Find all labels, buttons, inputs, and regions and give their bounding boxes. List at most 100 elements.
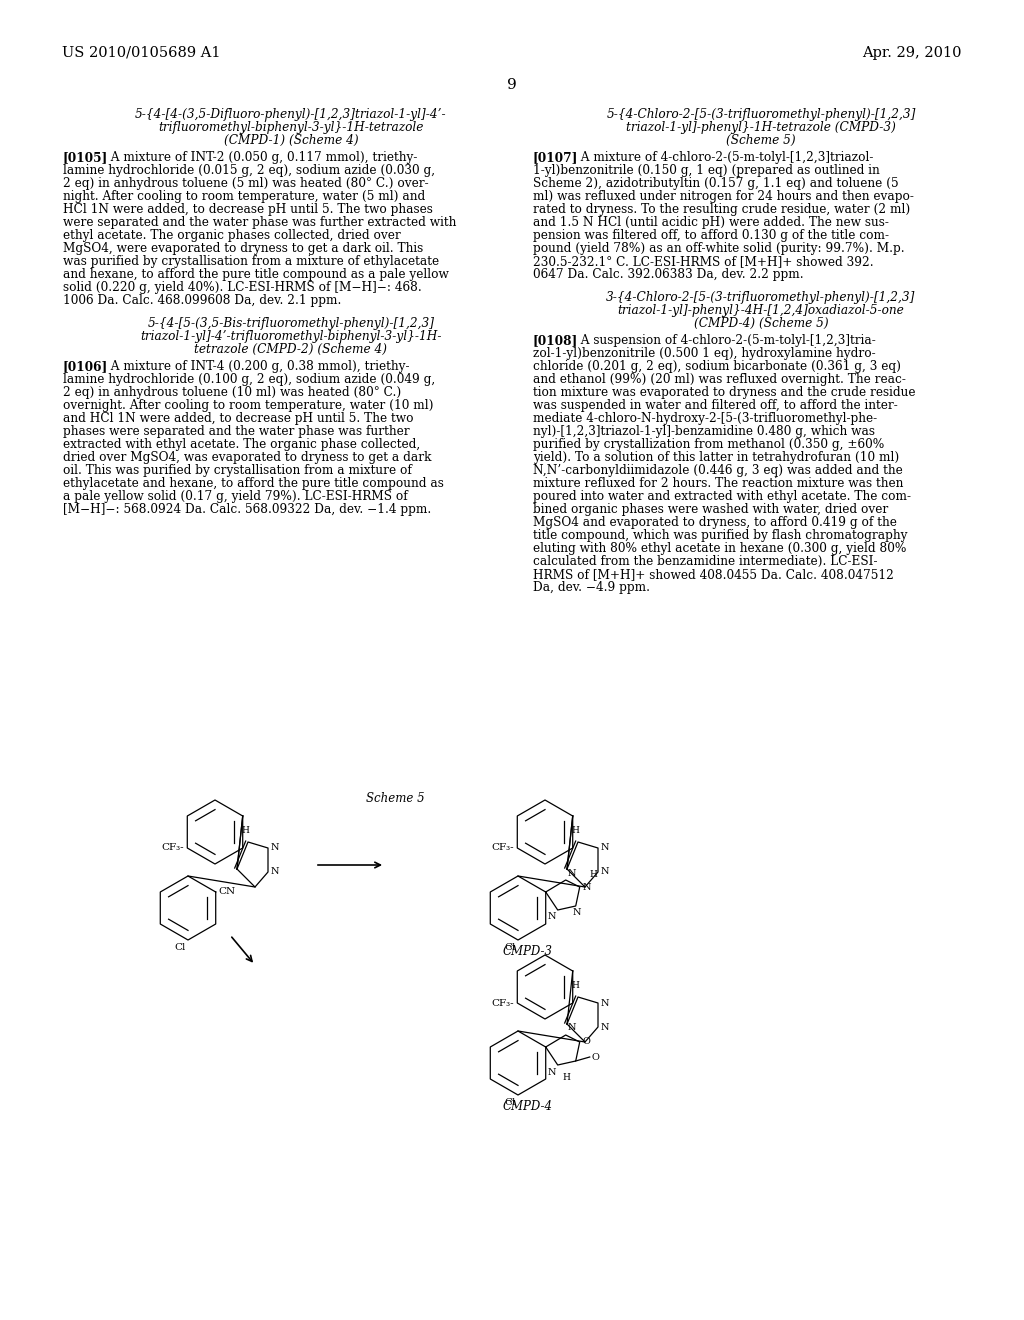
Text: N: N: [547, 1068, 556, 1077]
Text: [0106]: [0106]: [63, 360, 109, 374]
Text: triazol-1-yl]-4’-trifluoromethyl-biphenyl-3-yl}-1H-: triazol-1-yl]-4’-trifluoromethyl-bipheny…: [140, 330, 441, 343]
Text: CF₃-: CF₃-: [162, 843, 184, 853]
Text: CN: CN: [219, 887, 236, 896]
Text: oil. This was purified by crystallisation from a mixture of: oil. This was purified by crystallisatio…: [63, 465, 412, 477]
Text: Da, dev. −4.9 ppm.: Da, dev. −4.9 ppm.: [534, 581, 650, 594]
Text: HCl 1N were added, to decrease pH until 5. The two phases: HCl 1N were added, to decrease pH until …: [63, 203, 433, 216]
Text: pension was filtered off, to afford 0.130 g of the title com-: pension was filtered off, to afford 0.13…: [534, 228, 889, 242]
Text: CMPD-4: CMPD-4: [503, 1100, 553, 1113]
Text: Apr. 29, 2010: Apr. 29, 2010: [862, 46, 962, 59]
Text: Scheme 5: Scheme 5: [366, 792, 424, 805]
Text: H: H: [590, 870, 598, 879]
Text: yield). To a solution of this latter in tetrahydrofuran (10 ml): yield). To a solution of this latter in …: [534, 451, 899, 465]
Text: was suspended in water and filtered off, to afford the inter-: was suspended in water and filtered off,…: [534, 399, 898, 412]
Text: N: N: [547, 912, 556, 921]
Text: Cl: Cl: [175, 942, 186, 952]
Text: [0107]: [0107]: [534, 150, 579, 164]
Text: N: N: [572, 908, 581, 917]
Text: was purified by crystallisation from a mixture of ethylacetate: was purified by crystallisation from a m…: [63, 255, 439, 268]
Text: 9: 9: [507, 78, 517, 92]
Text: a pale yellow solid (0.17 g, yield 79%). LC-ESI-HRMS of: a pale yellow solid (0.17 g, yield 79%).…: [63, 490, 408, 503]
Text: A mixture of INT-2 (0.050 g, 0.117 mmol), triethy-: A mixture of INT-2 (0.050 g, 0.117 mmol)…: [103, 150, 418, 164]
Text: (Scheme 5): (Scheme 5): [726, 135, 796, 147]
Text: H: H: [241, 826, 249, 836]
Text: A suspension of 4-chloro-2-(5-m-tolyl-[1,2,3]tria-: A suspension of 4-chloro-2-(5-m-tolyl-[1…: [573, 334, 876, 347]
Text: title compound, which was purified by flash chromatography: title compound, which was purified by fl…: [534, 529, 907, 543]
Text: O: O: [583, 1038, 591, 1047]
Text: N: N: [601, 843, 609, 853]
Text: N: N: [601, 867, 609, 876]
Text: and hexane, to afford the pure title compound as a pale yellow: and hexane, to afford the pure title com…: [63, 268, 449, 281]
Text: N: N: [271, 843, 280, 853]
Text: triazol-1-yl]-phenyl}-1H-tetrazole (CMPD-3): triazol-1-yl]-phenyl}-1H-tetrazole (CMPD…: [626, 121, 896, 135]
Text: N: N: [601, 1023, 609, 1031]
Text: tetrazole (CMPD-2) (Scheme 4): tetrazole (CMPD-2) (Scheme 4): [195, 343, 387, 356]
Text: 5-{4-[4-(3,5-Difluoro-phenyl)-[1,2,3]triazol-1-yl]-4’-: 5-{4-[4-(3,5-Difluoro-phenyl)-[1,2,3]tri…: [135, 108, 446, 121]
Text: bined organic phases were washed with water, dried over: bined organic phases were washed with wa…: [534, 503, 888, 516]
Text: N: N: [567, 1023, 577, 1032]
Text: HRMS of [M+H]+ showed 408.0455 Da. Calc. 408.047512: HRMS of [M+H]+ showed 408.0455 Da. Calc.…: [534, 568, 894, 581]
Text: lamine hydrochloride (0.015 g, 2 eq), sodium azide (0.030 g,: lamine hydrochloride (0.015 g, 2 eq), so…: [63, 164, 435, 177]
Text: solid (0.220 g, yield 40%). LC-ESI-HRMS of [M−H]−: 468.: solid (0.220 g, yield 40%). LC-ESI-HRMS …: [63, 281, 422, 294]
Text: [0105]: [0105]: [63, 150, 109, 164]
Text: N: N: [271, 867, 280, 876]
Text: pound (yield 78%) as an off-white solid (purity: 99.7%). M.p.: pound (yield 78%) as an off-white solid …: [534, 242, 904, 255]
Text: N: N: [583, 883, 591, 891]
Text: ethylacetate and hexane, to afford the pure title compound as: ethylacetate and hexane, to afford the p…: [63, 477, 443, 490]
Text: extracted with ethyl acetate. The organic phase collected,: extracted with ethyl acetate. The organi…: [63, 438, 420, 451]
Text: CF₃-: CF₃-: [492, 843, 514, 853]
Text: H: H: [563, 1073, 570, 1082]
Text: chloride (0.201 g, 2 eq), sodium bicarbonate (0.361 g, 3 eq): chloride (0.201 g, 2 eq), sodium bicarbo…: [534, 360, 901, 374]
Text: were separated and the water phase was further extracted with: were separated and the water phase was f…: [63, 216, 457, 228]
Text: and HCl 1N were added, to decrease pH until 5. The two: and HCl 1N were added, to decrease pH un…: [63, 412, 414, 425]
Text: MgSO4 and evaporated to dryness, to afford 0.419 g of the: MgSO4 and evaporated to dryness, to affo…: [534, 516, 897, 529]
Text: 2 eq) in anhydrous toluene (10 ml) was heated (80° C.): 2 eq) in anhydrous toluene (10 ml) was h…: [63, 385, 401, 399]
Text: dried over MgSO4, was evaporated to dryness to get a dark: dried over MgSO4, was evaporated to dryn…: [63, 451, 431, 465]
Text: 230.5-232.1° C. LC-ESI-HRMS of [M+H]+ showed 392.: 230.5-232.1° C. LC-ESI-HRMS of [M+H]+ sh…: [534, 255, 873, 268]
Text: and 1.5 N HCl (until acidic pH) were added. The new sus-: and 1.5 N HCl (until acidic pH) were add…: [534, 216, 889, 228]
Text: mixture refluxed for 2 hours. The reaction mixture was then: mixture refluxed for 2 hours. The reacti…: [534, 477, 903, 490]
Text: CF₃-: CF₃-: [492, 998, 514, 1007]
Text: zol-1-yl)benzonitrile (0.500 1 eq), hydroxylamine hydro-: zol-1-yl)benzonitrile (0.500 1 eq), hydr…: [534, 347, 876, 360]
Text: tion mixture was evaporated to dryness and the crude residue: tion mixture was evaporated to dryness a…: [534, 385, 915, 399]
Text: H: H: [571, 826, 579, 836]
Text: US 2010/0105689 A1: US 2010/0105689 A1: [62, 46, 220, 59]
Text: N: N: [601, 998, 609, 1007]
Text: Cl: Cl: [505, 942, 516, 952]
Text: A mixture of INT-4 (0.200 g, 0.38 mmol), triethy-: A mixture of INT-4 (0.200 g, 0.38 mmol),…: [103, 360, 410, 374]
Text: trifluoromethyl-biphenyl-3-yl}-1H-tetrazole: trifluoromethyl-biphenyl-3-yl}-1H-tetraz…: [159, 121, 424, 135]
Text: 0647 Da. Calc. 392.06383 Da, dev. 2.2 ppm.: 0647 Da. Calc. 392.06383 Da, dev. 2.2 pp…: [534, 268, 804, 281]
Text: N,N’-carbonyldiimidazole (0.446 g, 3 eq) was added and the: N,N’-carbonyldiimidazole (0.446 g, 3 eq)…: [534, 465, 903, 477]
Text: overnight. After cooling to room temperature, water (10 ml): overnight. After cooling to room tempera…: [63, 399, 433, 412]
Text: 1006 Da. Calc. 468.099608 Da, dev. 2.1 ppm.: 1006 Da. Calc. 468.099608 Da, dev. 2.1 p…: [63, 294, 341, 308]
Text: Cl: Cl: [505, 1098, 516, 1107]
Text: [M−H]−: 568.0924 Da. Calc. 568.09322 Da, dev. −1.4 ppm.: [M−H]−: 568.0924 Da. Calc. 568.09322 Da,…: [63, 503, 431, 516]
Text: mediate 4-chloro-N-hydroxy-2-[5-(3-trifluoromethyl-phe-: mediate 4-chloro-N-hydroxy-2-[5-(3-trifl…: [534, 412, 878, 425]
Text: nyl)-[1,2,3]triazol-1-yl]-benzamidine 0.480 g, which was: nyl)-[1,2,3]triazol-1-yl]-benzamidine 0.…: [534, 425, 874, 438]
Text: O: O: [592, 1052, 600, 1061]
Text: eluting with 80% ethyl acetate in hexane (0.300 g, yield 80%: eluting with 80% ethyl acetate in hexane…: [534, 543, 906, 554]
Text: 5-{4-[5-(3,5-Bis-trifluoromethyl-phenyl)-[1,2,3]: 5-{4-[5-(3,5-Bis-trifluoromethyl-phenyl)…: [147, 317, 434, 330]
Text: 2 eq) in anhydrous toluene (5 ml) was heated (80° C.) over-: 2 eq) in anhydrous toluene (5 ml) was he…: [63, 177, 429, 190]
Text: lamine hydrochloride (0.100 g, 2 eq), sodium azide (0.049 g,: lamine hydrochloride (0.100 g, 2 eq), so…: [63, 374, 435, 385]
Text: night. After cooling to room temperature, water (5 ml) and: night. After cooling to room temperature…: [63, 190, 425, 203]
Text: ethyl acetate. The organic phases collected, dried over: ethyl acetate. The organic phases collec…: [63, 228, 400, 242]
Text: MgSO4, were evaporated to dryness to get a dark oil. This: MgSO4, were evaporated to dryness to get…: [63, 242, 423, 255]
Text: (CMPD-4) (Scheme 5): (CMPD-4) (Scheme 5): [693, 317, 828, 330]
Text: [0108]: [0108]: [534, 334, 579, 347]
Text: and ethanol (99%) (20 ml) was refluxed overnight. The reac-: and ethanol (99%) (20 ml) was refluxed o…: [534, 374, 906, 385]
Text: 3-{4-Chloro-2-[5-(3-trifluoromethyl-phenyl)-[1,2,3]: 3-{4-Chloro-2-[5-(3-trifluoromethyl-phen…: [606, 290, 915, 304]
Text: ml) was refluxed under nitrogen for 24 hours and then evapo-: ml) was refluxed under nitrogen for 24 h…: [534, 190, 913, 203]
Text: N: N: [567, 869, 577, 878]
Text: phases were separated and the water phase was further: phases were separated and the water phas…: [63, 425, 410, 438]
Text: 5-{4-Chloro-2-[5-(3-trifluoromethyl-phenyl)-[1,2,3]: 5-{4-Chloro-2-[5-(3-trifluoromethyl-phen…: [606, 108, 915, 121]
Text: CMPD-3: CMPD-3: [503, 945, 553, 958]
Text: purified by crystallization from methanol (0.350 g, ±60%: purified by crystallization from methano…: [534, 438, 885, 451]
Text: rated to dryness. To the resulting crude residue, water (2 ml): rated to dryness. To the resulting crude…: [534, 203, 910, 216]
Text: poured into water and extracted with ethyl acetate. The com-: poured into water and extracted with eth…: [534, 490, 911, 503]
Text: (CMPD-1) (Scheme 4): (CMPD-1) (Scheme 4): [223, 135, 358, 147]
Text: triazol-1-yl]-phenyl}-4H-[1,2,4]oxadiazol-5-one: triazol-1-yl]-phenyl}-4H-[1,2,4]oxadiazo…: [617, 304, 904, 317]
Text: H: H: [571, 981, 579, 990]
Text: Scheme 2), azidotributyltin (0.157 g, 1.1 eq) and toluene (5: Scheme 2), azidotributyltin (0.157 g, 1.…: [534, 177, 899, 190]
Text: A mixture of 4-chloro-2-(5-m-tolyl-[1,2,3]triazol-: A mixture of 4-chloro-2-(5-m-tolyl-[1,2,…: [573, 150, 873, 164]
